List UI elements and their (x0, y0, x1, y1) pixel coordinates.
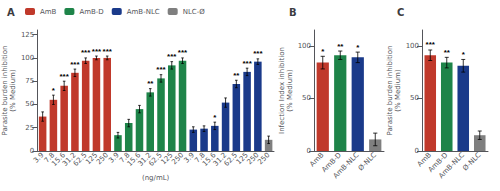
svg-text:A: A (7, 7, 15, 18)
svg-text:100: 100 (406, 42, 419, 50)
svg-text:7.8: 7.8 (193, 151, 207, 165)
svg-text:**: ** (444, 48, 451, 57)
svg-text:***: *** (70, 60, 80, 69)
svg-text:250: 250 (256, 151, 271, 166)
svg-text:50: 50 (25, 100, 34, 108)
svg-text:NLC-Ø: NLC-Ø (183, 8, 206, 16)
svg-text:AmB-NLC: AmB-NLC (437, 151, 467, 181)
svg-text:50: 50 (410, 94, 419, 102)
svg-text:15.6: 15.6 (201, 151, 218, 168)
svg-text:***: *** (81, 48, 91, 57)
svg-text:B: B (289, 7, 297, 18)
svg-text:***: *** (242, 59, 252, 68)
svg-text:31.2: 31.2 (61, 151, 78, 168)
svg-text:***: *** (59, 72, 69, 81)
svg-text:(% Medium): (% Medium) (394, 69, 402, 112)
svg-text:Ø-NLC: Ø-NLC (461, 151, 482, 172)
svg-text:0: 0 (307, 147, 311, 155)
svg-text:250: 250 (170, 151, 186, 167)
svg-text:(ng/mL): (ng/mL) (142, 174, 170, 182)
svg-text:Parasite burden inhibition: Parasite burden inhibition (1, 46, 9, 136)
svg-text:AmB: AmB (415, 151, 434, 169)
svg-text:15.6: 15.6 (125, 151, 143, 168)
svg-text:0: 0 (415, 147, 419, 155)
svg-text:31.2: 31.2 (136, 151, 154, 168)
svg-text:75: 75 (25, 77, 34, 85)
svg-text:***: *** (92, 47, 102, 56)
svg-text:C: C (397, 7, 404, 18)
svg-text:7.8: 7.8 (118, 151, 132, 165)
svg-text:***: *** (156, 65, 166, 74)
svg-text:***: *** (178, 48, 188, 57)
svg-text:(% Medium): (% Medium) (9, 69, 17, 112)
svg-text:AmB-D: AmB-D (320, 151, 344, 174)
svg-text:*: * (52, 86, 56, 95)
svg-text:*: * (321, 47, 325, 56)
svg-text:Infection Index inhibition: Infection Index inhibition (278, 47, 286, 134)
svg-text:*: * (462, 50, 466, 59)
svg-text:125: 125 (84, 151, 100, 167)
svg-text:**: ** (147, 79, 154, 88)
svg-text:3.9: 3.9 (182, 151, 197, 165)
svg-text:AmB-NLC: AmB-NLC (332, 151, 361, 180)
svg-text:25: 25 (25, 124, 34, 132)
svg-text:AmB: AmB (40, 8, 57, 16)
svg-text:0: 0 (30, 147, 34, 155)
svg-text:AmB-D: AmB-D (79, 8, 103, 16)
svg-text:3.9: 3.9 (107, 151, 121, 165)
svg-text:**: ** (233, 71, 240, 80)
svg-text:AmB: AmB (308, 151, 326, 169)
svg-text:100: 100 (298, 42, 311, 50)
svg-text:***: *** (253, 49, 263, 58)
svg-text:AmB-NLC: AmB-NLC (127, 8, 160, 16)
svg-text:*: * (356, 43, 360, 52)
svg-text:50: 50 (302, 94, 311, 102)
svg-text:3.9: 3.9 (32, 151, 46, 165)
svg-text:100: 100 (21, 54, 34, 62)
svg-text:125: 125 (159, 151, 175, 167)
svg-text:7.8: 7.8 (42, 151, 57, 165)
svg-text:***: *** (426, 40, 436, 49)
svg-text:(% Medium): (% Medium) (286, 69, 294, 112)
svg-text:***: *** (167, 52, 177, 61)
svg-text:250: 250 (94, 151, 110, 167)
svg-text:AmB-D: AmB-D (426, 151, 450, 174)
svg-text:Ø-NLC: Ø-NLC (357, 151, 378, 172)
svg-text:125: 125 (21, 31, 34, 39)
svg-text:250: 250 (245, 151, 261, 167)
svg-text:*: * (213, 113, 217, 122)
svg-text:125: 125 (234, 151, 250, 167)
svg-text:31.2: 31.2 (211, 151, 229, 168)
svg-text:**: ** (337, 42, 344, 51)
svg-text:***: *** (103, 47, 113, 56)
svg-text:62.5: 62.5 (71, 151, 89, 168)
svg-text:Parasite burden inhibition: Parasite burden inhibition (386, 46, 394, 136)
svg-text:62.5: 62.5 (222, 151, 240, 168)
svg-text:15.6: 15.6 (50, 151, 67, 168)
svg-text:62.5: 62.5 (147, 151, 164, 168)
